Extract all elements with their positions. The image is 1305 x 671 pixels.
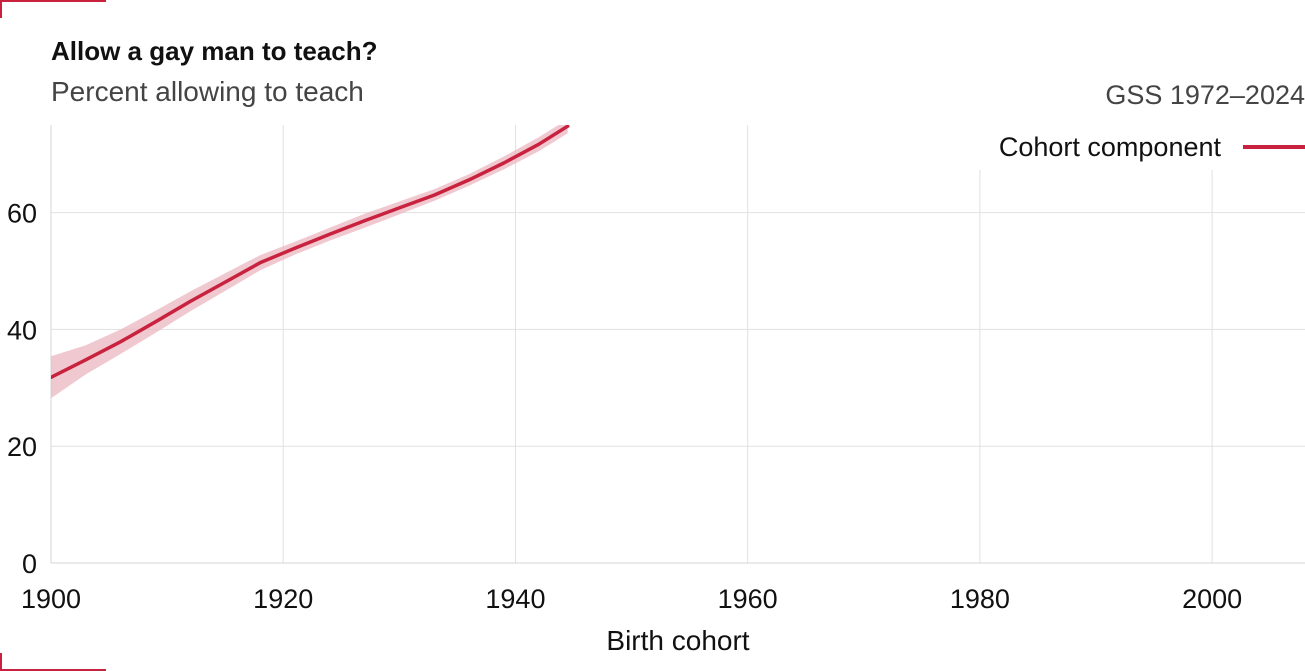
y-tick-label: 40 <box>7 315 37 345</box>
corner-mark-bottom-horizontal <box>0 669 106 671</box>
x-tick-label: 1920 <box>253 584 313 614</box>
x-tick-label: 2000 <box>1182 584 1242 614</box>
chart-title: Allow a gay man to teach? <box>51 36 378 66</box>
grid-lines <box>50 125 1305 564</box>
confidence-band <box>51 125 568 399</box>
x-tick-label: 1900 <box>21 584 81 614</box>
legend-line-swatch <box>1243 145 1305 149</box>
series-line-cohort-component <box>51 125 570 380</box>
series-line-layer <box>51 125 570 380</box>
confidence-band-layer <box>51 125 568 399</box>
x-tick-label: 1940 <box>485 584 545 614</box>
x-tick-label: 1960 <box>718 584 778 614</box>
chart-subtitle: Percent allowing to teach <box>51 76 364 107</box>
legend-label: Cohort component <box>998 131 1221 162</box>
axis-tick-labels: 0 20 40 60 1900 1920 1940 1960 1980 2000 <box>7 199 1242 614</box>
corner-mark-bottom-vertical <box>0 653 2 671</box>
x-tick-label: 1980 <box>950 584 1010 614</box>
legend: Cohort component <box>999 130 1305 164</box>
data-source-label: GSS 1972–2024 <box>1105 80 1305 110</box>
y-tick-label: 0 <box>22 549 37 579</box>
y-tick-label: 20 <box>7 432 37 462</box>
y-tick-label: 60 <box>7 199 37 229</box>
x-axis-label: Birth cohort <box>606 625 749 656</box>
corner-mark-top-horizontal <box>0 0 106 2</box>
corner-mark-top-vertical <box>0 0 2 18</box>
